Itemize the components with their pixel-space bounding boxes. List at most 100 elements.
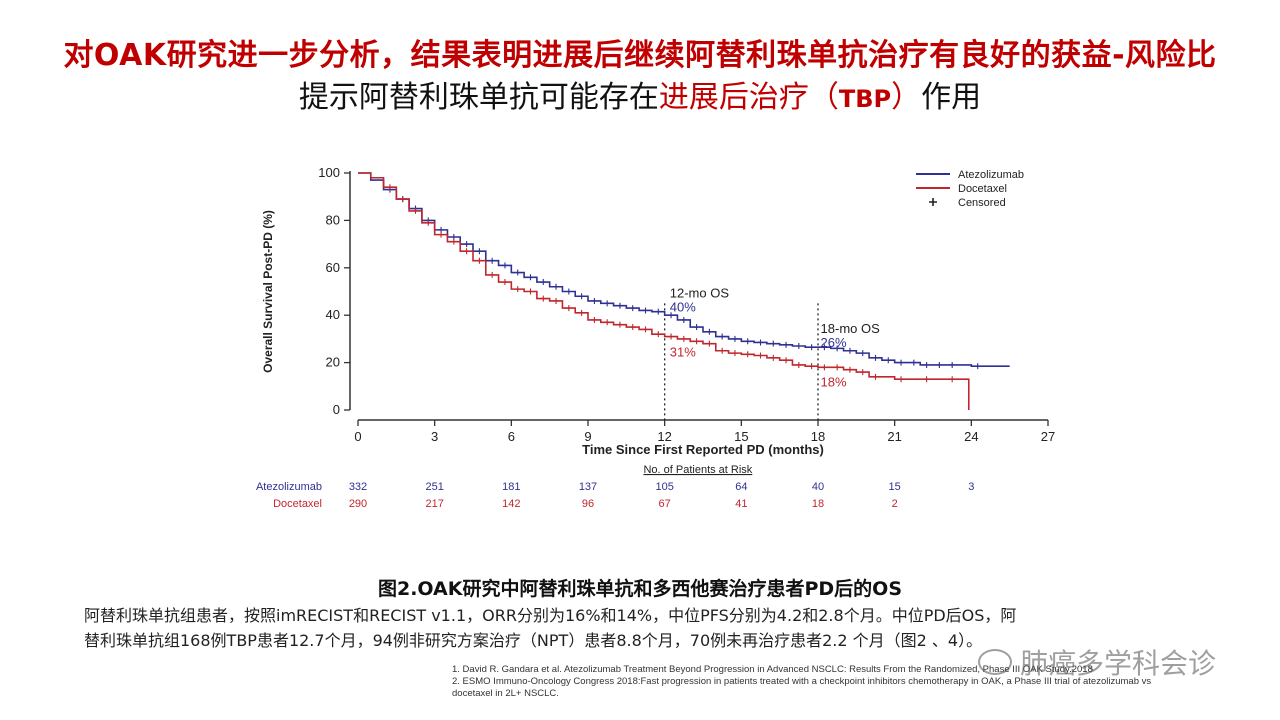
censor-mark [923,361,930,368]
censor-mark [859,350,866,357]
censor-mark [489,257,496,264]
risk-value: 181 [502,481,520,493]
censor-mark [450,238,457,245]
censor-mark [872,373,879,380]
subtitle-text-2: 作用 [921,80,982,115]
censor-mark [540,279,547,286]
y-tick-label: 0 [333,402,340,417]
censor-mark [629,324,636,331]
censor-mark [514,269,521,276]
risk-row-label: Atezolizumab [256,481,322,493]
legend-censored-icon [929,198,937,206]
censor-mark [731,335,738,342]
reference-2: 2. ESMO Immuno-Oncology Congress 2018:Fa… [452,676,1152,687]
wechat-logo-icon [978,649,1012,675]
censor-mark [783,341,790,348]
subtitle-abbr: TBP [838,85,892,113]
x-tick-label: 0 [354,429,361,444]
censor-mark [846,347,853,354]
censor-mark [821,344,828,351]
risk-value: 2 [892,498,898,510]
risk-value: 142 [502,498,520,510]
censor-mark [795,361,802,368]
risk-value: 18 [812,498,824,510]
x-tick-label: 3 [431,429,438,444]
censor-mark [719,333,726,340]
y-tick-label: 100 [318,165,340,180]
slide-subtitle: 提示阿替利珠单抗可能存在进展后治疗（TBP）作用 [0,72,1280,116]
censor-mark [540,295,547,302]
censor-mark [668,312,675,319]
censor-mark [501,262,508,269]
censor-mark [578,309,585,316]
censor-mark [744,338,751,345]
annotation-value-atezolizumab: 40% [670,300,696,315]
censor-mark [604,300,611,307]
y-tick-label: 40 [326,307,340,322]
censor-mark [693,338,700,345]
risk-row-label: Docetaxel [273,498,322,510]
risk-value: 67 [659,498,671,510]
censor-mark [834,364,841,371]
body-line-2: 替利珠单抗组168例TBP患者12.7个月，94例非研究方案治疗（NPT）患者8… [84,631,983,650]
km-chart: 0 20 40 60 80 100 0 3 6 9 12 15 18 21 24 27 Time Since F… [256,165,1055,510]
series-line-docetaxel [358,172,970,410]
body-text: 阿替利珠单抗组患者，按照imRECIST和RECIST v1.1，ORR分别为1… [84,603,1224,653]
x-tick-label: 27 [1041,429,1055,444]
risk-value: 105 [655,481,673,493]
censor-mark [885,357,892,364]
censor-mark [731,350,738,357]
references: 1. David R. Gandara et al. Atezolizumab … [452,664,1252,700]
censor-mark [719,347,726,354]
subtitle-highlight: 进展后治疗 [658,80,809,115]
legend-label: Docetaxel [958,183,1007,195]
subtitle-text-1: 提示阿替利珠单抗可能存在 [298,80,659,115]
legend-label: Atezolizumab [958,169,1024,181]
annotation-label: 18-mo OS [821,321,881,336]
censor-mark [949,376,956,383]
censor-mark [757,352,764,359]
censor-mark [974,363,981,370]
censor-mark [744,351,751,358]
x-tick-label: 18 [811,429,825,444]
censor-mark [795,343,802,350]
censor-mark [898,376,905,383]
censor-mark [808,363,815,370]
y-tick-label: 60 [326,260,340,275]
censor-mark [706,340,713,347]
risk-value: 217 [425,498,443,510]
censor-mark [616,302,623,309]
risk-value: 251 [425,481,443,493]
risk-value: 290 [349,498,367,510]
censor-mark [757,339,764,346]
censor-mark [936,361,943,368]
censor-mark [386,184,393,191]
censor-mark [578,293,585,300]
risk-value: 3 [968,481,974,493]
censor-mark [591,297,598,304]
censor-mark [821,364,828,371]
censor-mark [527,274,534,281]
censor-mark [553,283,560,290]
risk-value: 64 [735,481,747,493]
series-line-atezolizumab [358,172,1010,367]
watermark: 肺癌多学科会诊 [978,642,1258,682]
censor-mark [463,248,470,255]
censor-mark [872,354,879,361]
reference-3: docetaxel in 2L+ NSCLC. [452,688,559,699]
censor-mark [783,357,790,364]
censor-mark [949,361,956,368]
censor-mark [629,305,636,312]
annotation-value-docetaxel: 18% [821,374,847,389]
x-tick-label: 12 [657,429,671,444]
censor-mark [527,288,534,295]
censor-mark [642,326,649,333]
censor-mark [680,335,687,342]
censor-mark [476,257,483,264]
censor-mark [834,345,841,352]
legend-label: Censored [958,197,1006,209]
censor-mark [463,241,470,248]
censor-mark [476,248,483,255]
censor-mark [923,376,930,383]
censor-mark [770,354,777,361]
